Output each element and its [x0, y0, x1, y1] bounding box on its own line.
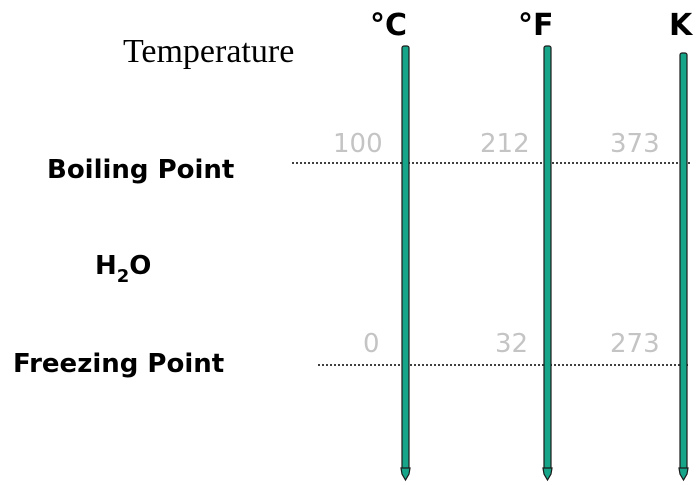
kelvin-boiling-value: 373: [610, 129, 660, 159]
celsius-boiling-value: 100: [333, 129, 383, 159]
freezing-point-label: Freezing Point: [13, 349, 224, 379]
celsius-thermometer: [400, 45, 411, 482]
boiling-point-label: Boiling Point: [47, 155, 234, 185]
kelvin-unit-label: K: [669, 8, 694, 43]
diagram-title: Temperature: [123, 33, 294, 70]
fahrenheit-boiling-value: 212: [480, 129, 530, 159]
substance-formula: H2O: [95, 251, 151, 287]
formula-subscript: 2: [117, 266, 130, 287]
fahrenheit-thermometer: [542, 45, 553, 482]
formula-tail: O: [129, 251, 151, 281]
kelvin-freezing-value: 273: [610, 329, 660, 359]
formula-base: H: [95, 251, 117, 281]
celsius-freezing-value: 0: [363, 329, 380, 359]
celsius-unit-label: °C: [370, 8, 407, 43]
kelvin-thermometer: [678, 52, 689, 482]
fahrenheit-freezing-value: 32: [495, 329, 528, 359]
fahrenheit-unit-label: °F: [518, 8, 554, 43]
